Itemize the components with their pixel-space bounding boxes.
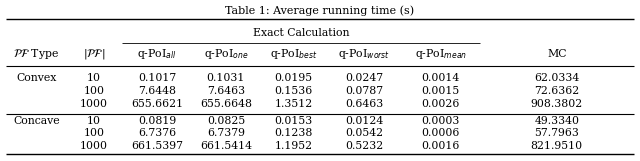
Text: 0.0014: 0.0014 [422, 73, 460, 83]
Text: Concave: Concave [13, 115, 60, 126]
Text: 72.6362: 72.6362 [534, 86, 579, 96]
Text: q-PoI$_{one}$: q-PoI$_{one}$ [204, 47, 248, 61]
Text: 655.6648: 655.6648 [200, 99, 252, 109]
Text: q-PoI$_{worst}$: q-PoI$_{worst}$ [338, 47, 390, 61]
Text: 0.0825: 0.0825 [207, 115, 245, 126]
Text: 1000: 1000 [80, 99, 108, 109]
Text: q-PoI$_{all}$: q-PoI$_{all}$ [137, 47, 177, 61]
Text: 0.0787: 0.0787 [345, 86, 383, 96]
Text: 0.6463: 0.6463 [345, 99, 383, 109]
Text: 1.3512: 1.3512 [274, 99, 312, 109]
Text: 0.5232: 0.5232 [345, 141, 383, 152]
Text: 655.6621: 655.6621 [131, 99, 183, 109]
Text: 0.0153: 0.0153 [274, 115, 312, 126]
Text: Exact Calculation: Exact Calculation [253, 28, 349, 38]
Text: 62.0334: 62.0334 [534, 73, 579, 83]
Text: 1000: 1000 [80, 141, 108, 152]
Text: 100: 100 [84, 86, 105, 96]
Text: 0.0542: 0.0542 [345, 128, 383, 138]
Text: 0.1031: 0.1031 [207, 73, 245, 83]
Text: 0.1017: 0.1017 [138, 73, 176, 83]
Text: 661.5397: 661.5397 [131, 141, 183, 152]
Text: 6.7376: 6.7376 [138, 128, 176, 138]
Text: 661.5414: 661.5414 [200, 141, 252, 152]
Text: 0.0195: 0.0195 [275, 73, 312, 83]
Text: 7.6448: 7.6448 [138, 86, 176, 96]
Text: Convex: Convex [16, 73, 56, 83]
Text: 821.9510: 821.9510 [531, 141, 583, 152]
Text: $\mathcal{P}\mathcal{F}$ Type: $\mathcal{P}\mathcal{F}$ Type [13, 47, 60, 61]
Text: 0.1238: 0.1238 [274, 128, 312, 138]
Text: 908.3802: 908.3802 [531, 99, 583, 109]
Text: 7.6463: 7.6463 [207, 86, 245, 96]
Text: 0.1536: 0.1536 [274, 86, 312, 96]
Text: 100: 100 [84, 128, 105, 138]
Text: 6.7379: 6.7379 [207, 128, 245, 138]
Text: 10: 10 [87, 115, 101, 126]
Text: 0.0016: 0.0016 [422, 141, 460, 152]
Text: 0.0006: 0.0006 [422, 128, 460, 138]
Text: 10: 10 [87, 73, 101, 83]
Text: 0.0124: 0.0124 [345, 115, 383, 126]
Text: Table 1: Average running time (s): Table 1: Average running time (s) [225, 6, 415, 16]
Text: 0.0247: 0.0247 [345, 73, 383, 83]
Text: $|\mathcal{P}\mathcal{F}|$: $|\mathcal{P}\mathcal{F}|$ [83, 47, 106, 61]
Text: q-PoI$_{best}$: q-PoI$_{best}$ [269, 47, 317, 61]
Text: 0.0819: 0.0819 [138, 115, 176, 126]
Text: 0.0003: 0.0003 [422, 115, 460, 126]
Text: q-PoI$_{mean}$: q-PoI$_{mean}$ [415, 47, 467, 61]
Text: 49.3340: 49.3340 [534, 115, 579, 126]
Text: 0.0026: 0.0026 [422, 99, 460, 109]
Text: 0.0015: 0.0015 [422, 86, 460, 96]
Text: 57.7963: 57.7963 [534, 128, 579, 138]
Text: MC: MC [547, 49, 566, 59]
Text: 1.1952: 1.1952 [275, 141, 312, 152]
